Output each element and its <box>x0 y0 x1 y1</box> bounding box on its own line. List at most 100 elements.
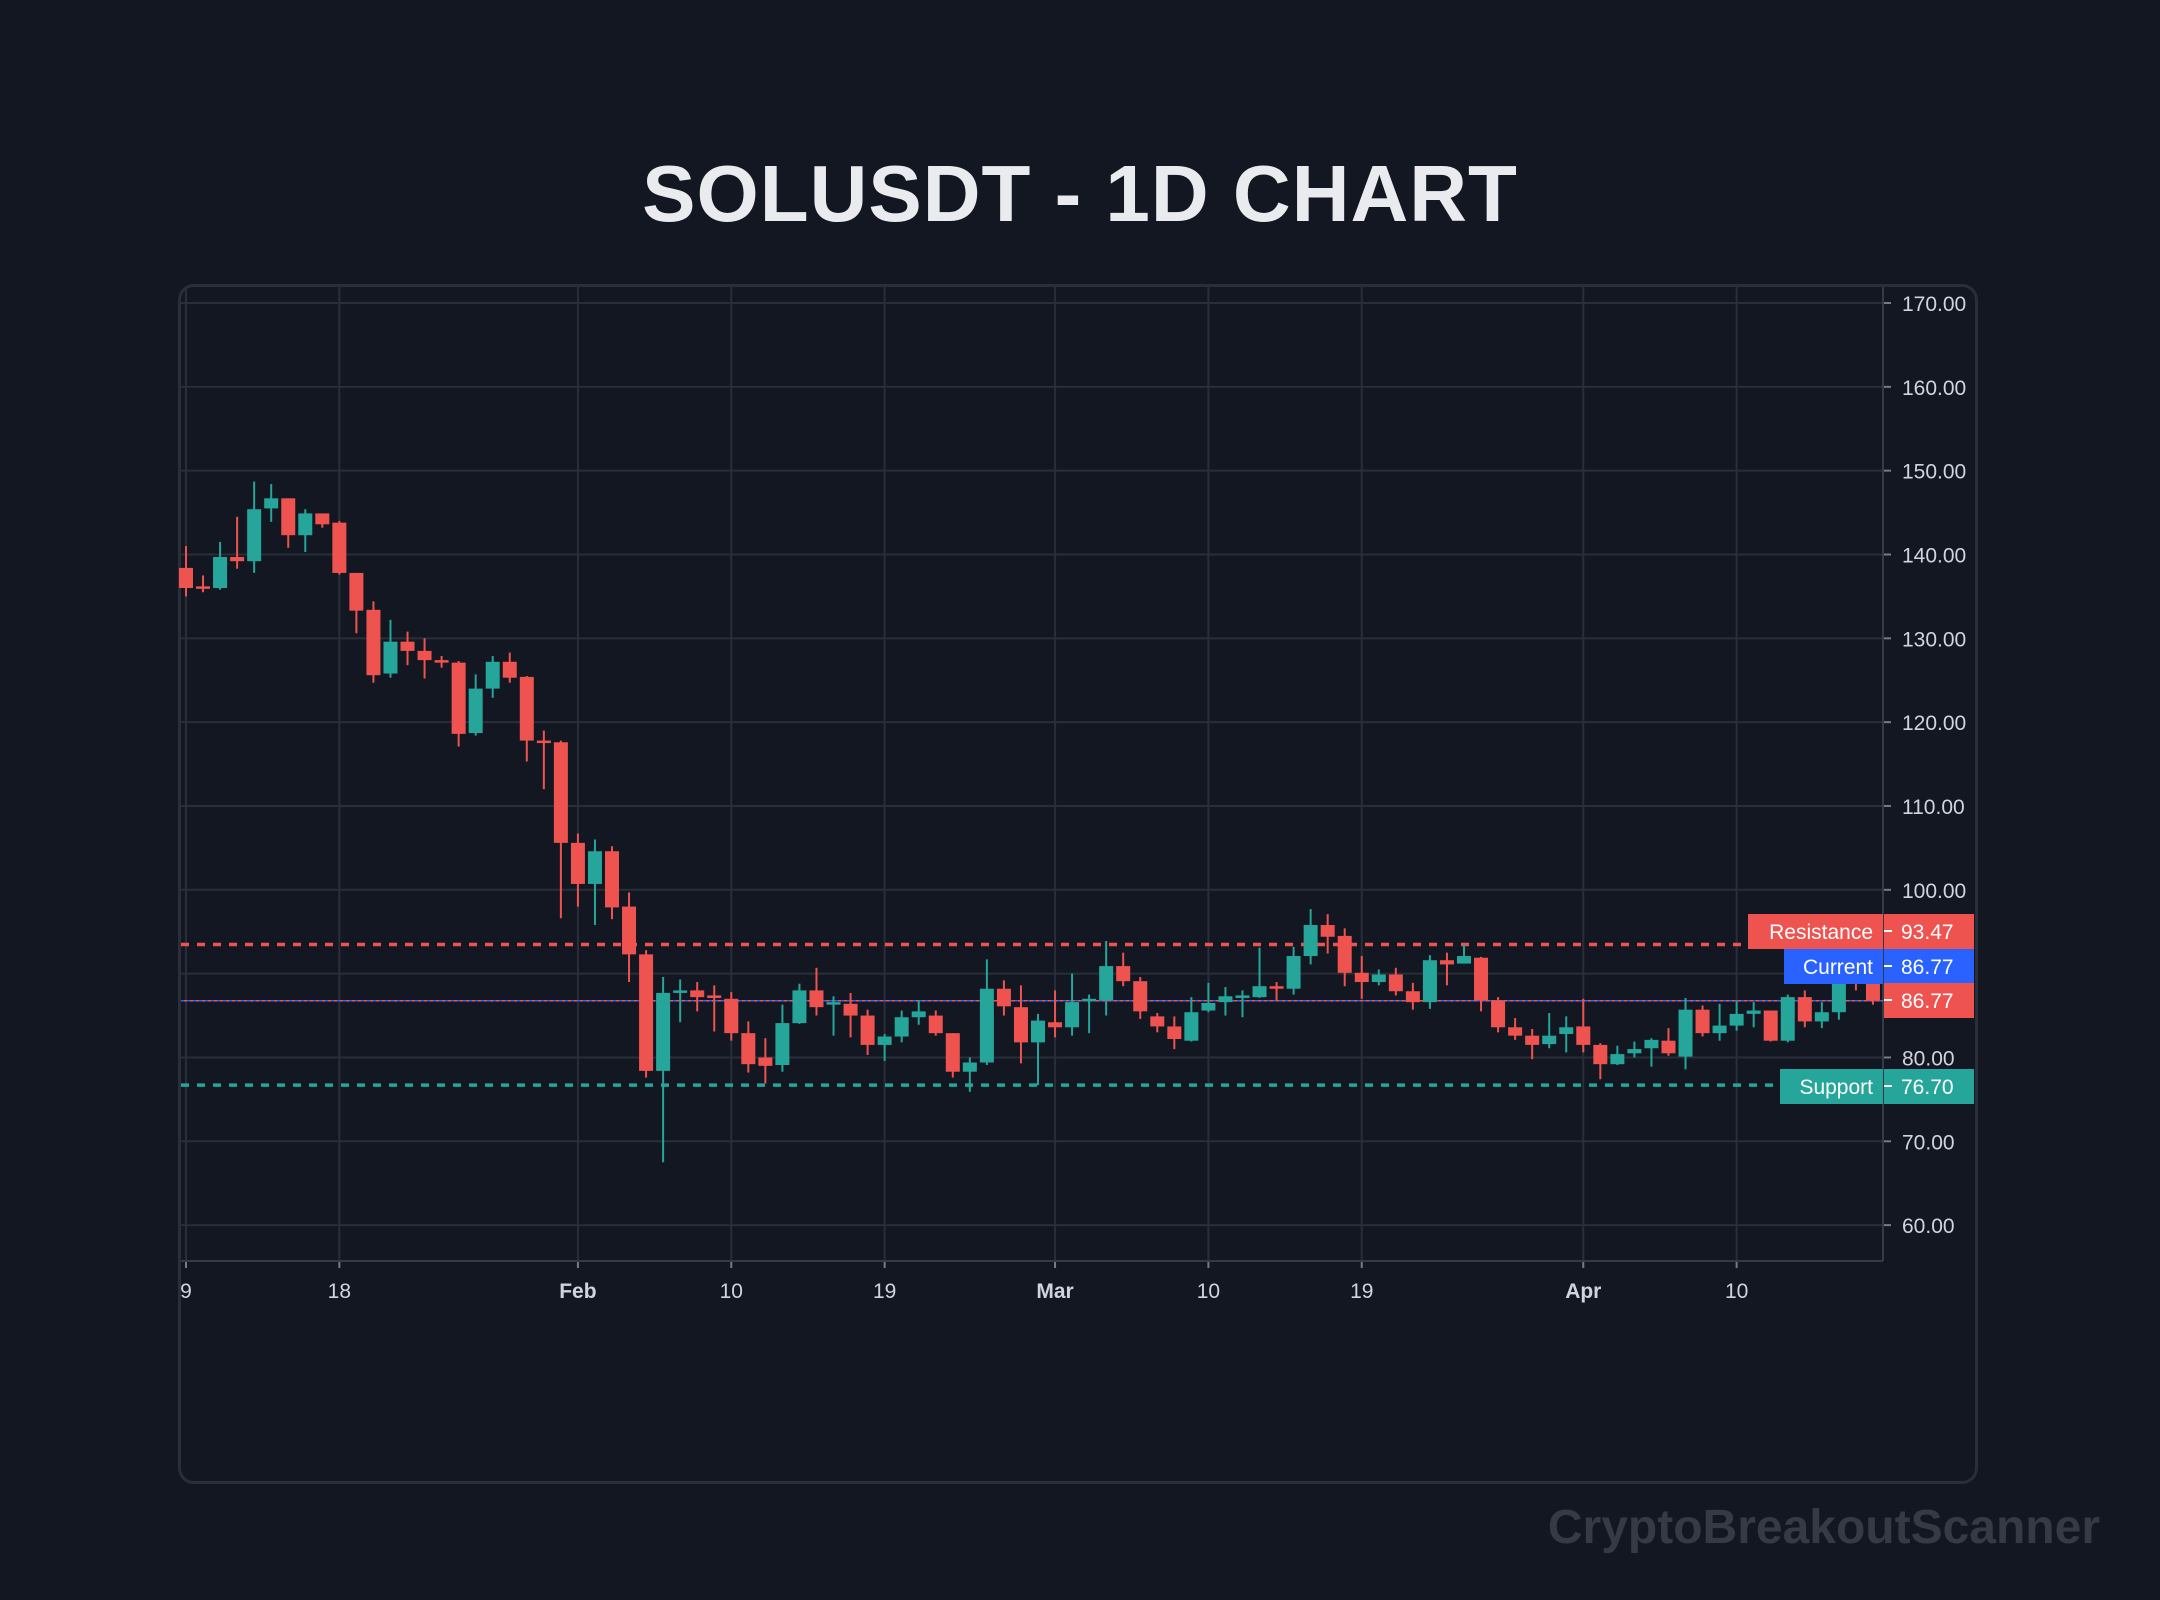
support-price-value: 76.70 <box>1901 1076 1954 1099</box>
candle-body <box>264 498 279 509</box>
candle-body <box>1099 966 1114 1001</box>
candle-body <box>673 990 688 993</box>
candle-body <box>485 661 500 689</box>
candle-body <box>1678 1009 1693 1057</box>
candle-body <box>1508 1027 1523 1036</box>
x-tick-label: 9 <box>180 1280 192 1303</box>
candle-body <box>1439 960 1454 965</box>
candle-body <box>877 1036 892 1045</box>
candle-body <box>1457 956 1471 964</box>
candle-body <box>1661 1040 1676 1054</box>
support-price-box <box>1884 1069 1974 1104</box>
candle-body <box>945 1033 960 1072</box>
candle-body <box>247 509 262 562</box>
x-tick-label: 18 <box>328 1280 351 1303</box>
candle-body <box>1320 925 1335 937</box>
candle-body <box>656 992 671 1071</box>
candle-body <box>281 498 296 536</box>
y-tick-label: 120.00 <box>1902 712 1966 735</box>
candle-body <box>1542 1035 1557 1045</box>
candle-body <box>1729 1013 1744 1026</box>
candle-body <box>1780 997 1795 1041</box>
candle-body <box>1644 1039 1659 1049</box>
chart-frame <box>178 284 1978 1484</box>
candle-body <box>1031 1020 1045 1043</box>
candle-body <box>587 851 602 884</box>
y-tick-label: 110.00 <box>1902 796 1965 819</box>
candle-body <box>1388 974 1403 992</box>
candle-body <box>1814 1012 1829 1022</box>
candle-body <box>332 522 347 573</box>
candle-body <box>1048 1022 1063 1028</box>
candle-body <box>1065 1002 1080 1028</box>
candle-body <box>1286 956 1301 989</box>
candle-body <box>1695 1009 1710 1034</box>
last-price-price-box <box>1884 983 1974 1018</box>
y-tick-label: 80.00 <box>1902 1047 1955 1070</box>
candle-body <box>1797 997 1812 1022</box>
y-tick-label: 170.00 <box>1902 293 1966 316</box>
current-label-box <box>1784 949 1883 984</box>
candle-body <box>1337 935 1352 973</box>
candle-body <box>639 954 654 1071</box>
candle-body <box>1474 957 1489 1001</box>
candle-body <box>758 1057 773 1066</box>
candle-body <box>519 676 534 741</box>
candle-body <box>1150 1016 1165 1027</box>
candle-body <box>1201 1002 1216 1011</box>
candle-body <box>1576 1026 1591 1045</box>
candle-body <box>1082 998 1097 1002</box>
x-tick-label: 10 <box>720 1280 743 1303</box>
candle-body <box>366 609 381 676</box>
candle-body <box>690 990 705 998</box>
candle-body <box>196 586 211 589</box>
candle-body <box>622 906 637 955</box>
candle-body <box>417 650 432 661</box>
x-tick-label: 19 <box>873 1280 896 1303</box>
candle-body <box>1252 986 1267 998</box>
candle-body <box>826 1002 841 1005</box>
last-price-price-value: 86.77 <box>1901 990 1954 1013</box>
candle-body <box>860 1015 875 1045</box>
candle-body <box>1116 966 1131 982</box>
candle-body <box>792 990 807 1024</box>
candle-body <box>1133 981 1148 1012</box>
candle-body <box>843 1003 858 1016</box>
resistance-label-box <box>1748 914 1883 949</box>
support-label: Support <box>1799 1076 1873 1099</box>
candle-body <box>1371 974 1386 983</box>
candle-body <box>1422 960 1437 1003</box>
candle-body <box>979 988 994 1063</box>
candle-body <box>553 742 568 843</box>
x-tick-label: 10 <box>1197 1280 1220 1303</box>
candle-body <box>1235 995 1250 998</box>
x-tick-label: 19 <box>1350 1280 1373 1303</box>
candle-body <box>230 557 245 562</box>
candle-body <box>1627 1049 1642 1054</box>
candle-body <box>1763 1010 1778 1041</box>
current-price-box <box>1884 949 1974 984</box>
resistance-price-value: 93.47 <box>1901 921 1954 944</box>
candle-body <box>707 995 722 998</box>
candle-body <box>1610 1054 1625 1065</box>
candle-body <box>894 1017 909 1037</box>
candle-body <box>468 688 483 734</box>
candle-body <box>1218 996 1233 1003</box>
candle-body <box>1184 1012 1199 1041</box>
candle-body <box>1525 1035 1540 1045</box>
x-tick-label: Apr <box>1565 1280 1601 1303</box>
candle-body <box>179 567 193 589</box>
candle-body <box>1831 976 1846 1013</box>
candle-body <box>1593 1044 1608 1065</box>
y-tick-label: 60.00 <box>1902 1215 1955 1238</box>
candle-body <box>451 662 466 734</box>
candle-body <box>502 661 517 678</box>
candle-body <box>928 1015 943 1034</box>
resistance-price-box <box>1884 914 1974 949</box>
candle-body <box>1712 1025 1727 1034</box>
candle-body <box>775 1023 790 1066</box>
candle-body <box>434 660 449 663</box>
candle-body <box>570 842 585 884</box>
x-tick-label: Feb <box>559 1280 596 1303</box>
